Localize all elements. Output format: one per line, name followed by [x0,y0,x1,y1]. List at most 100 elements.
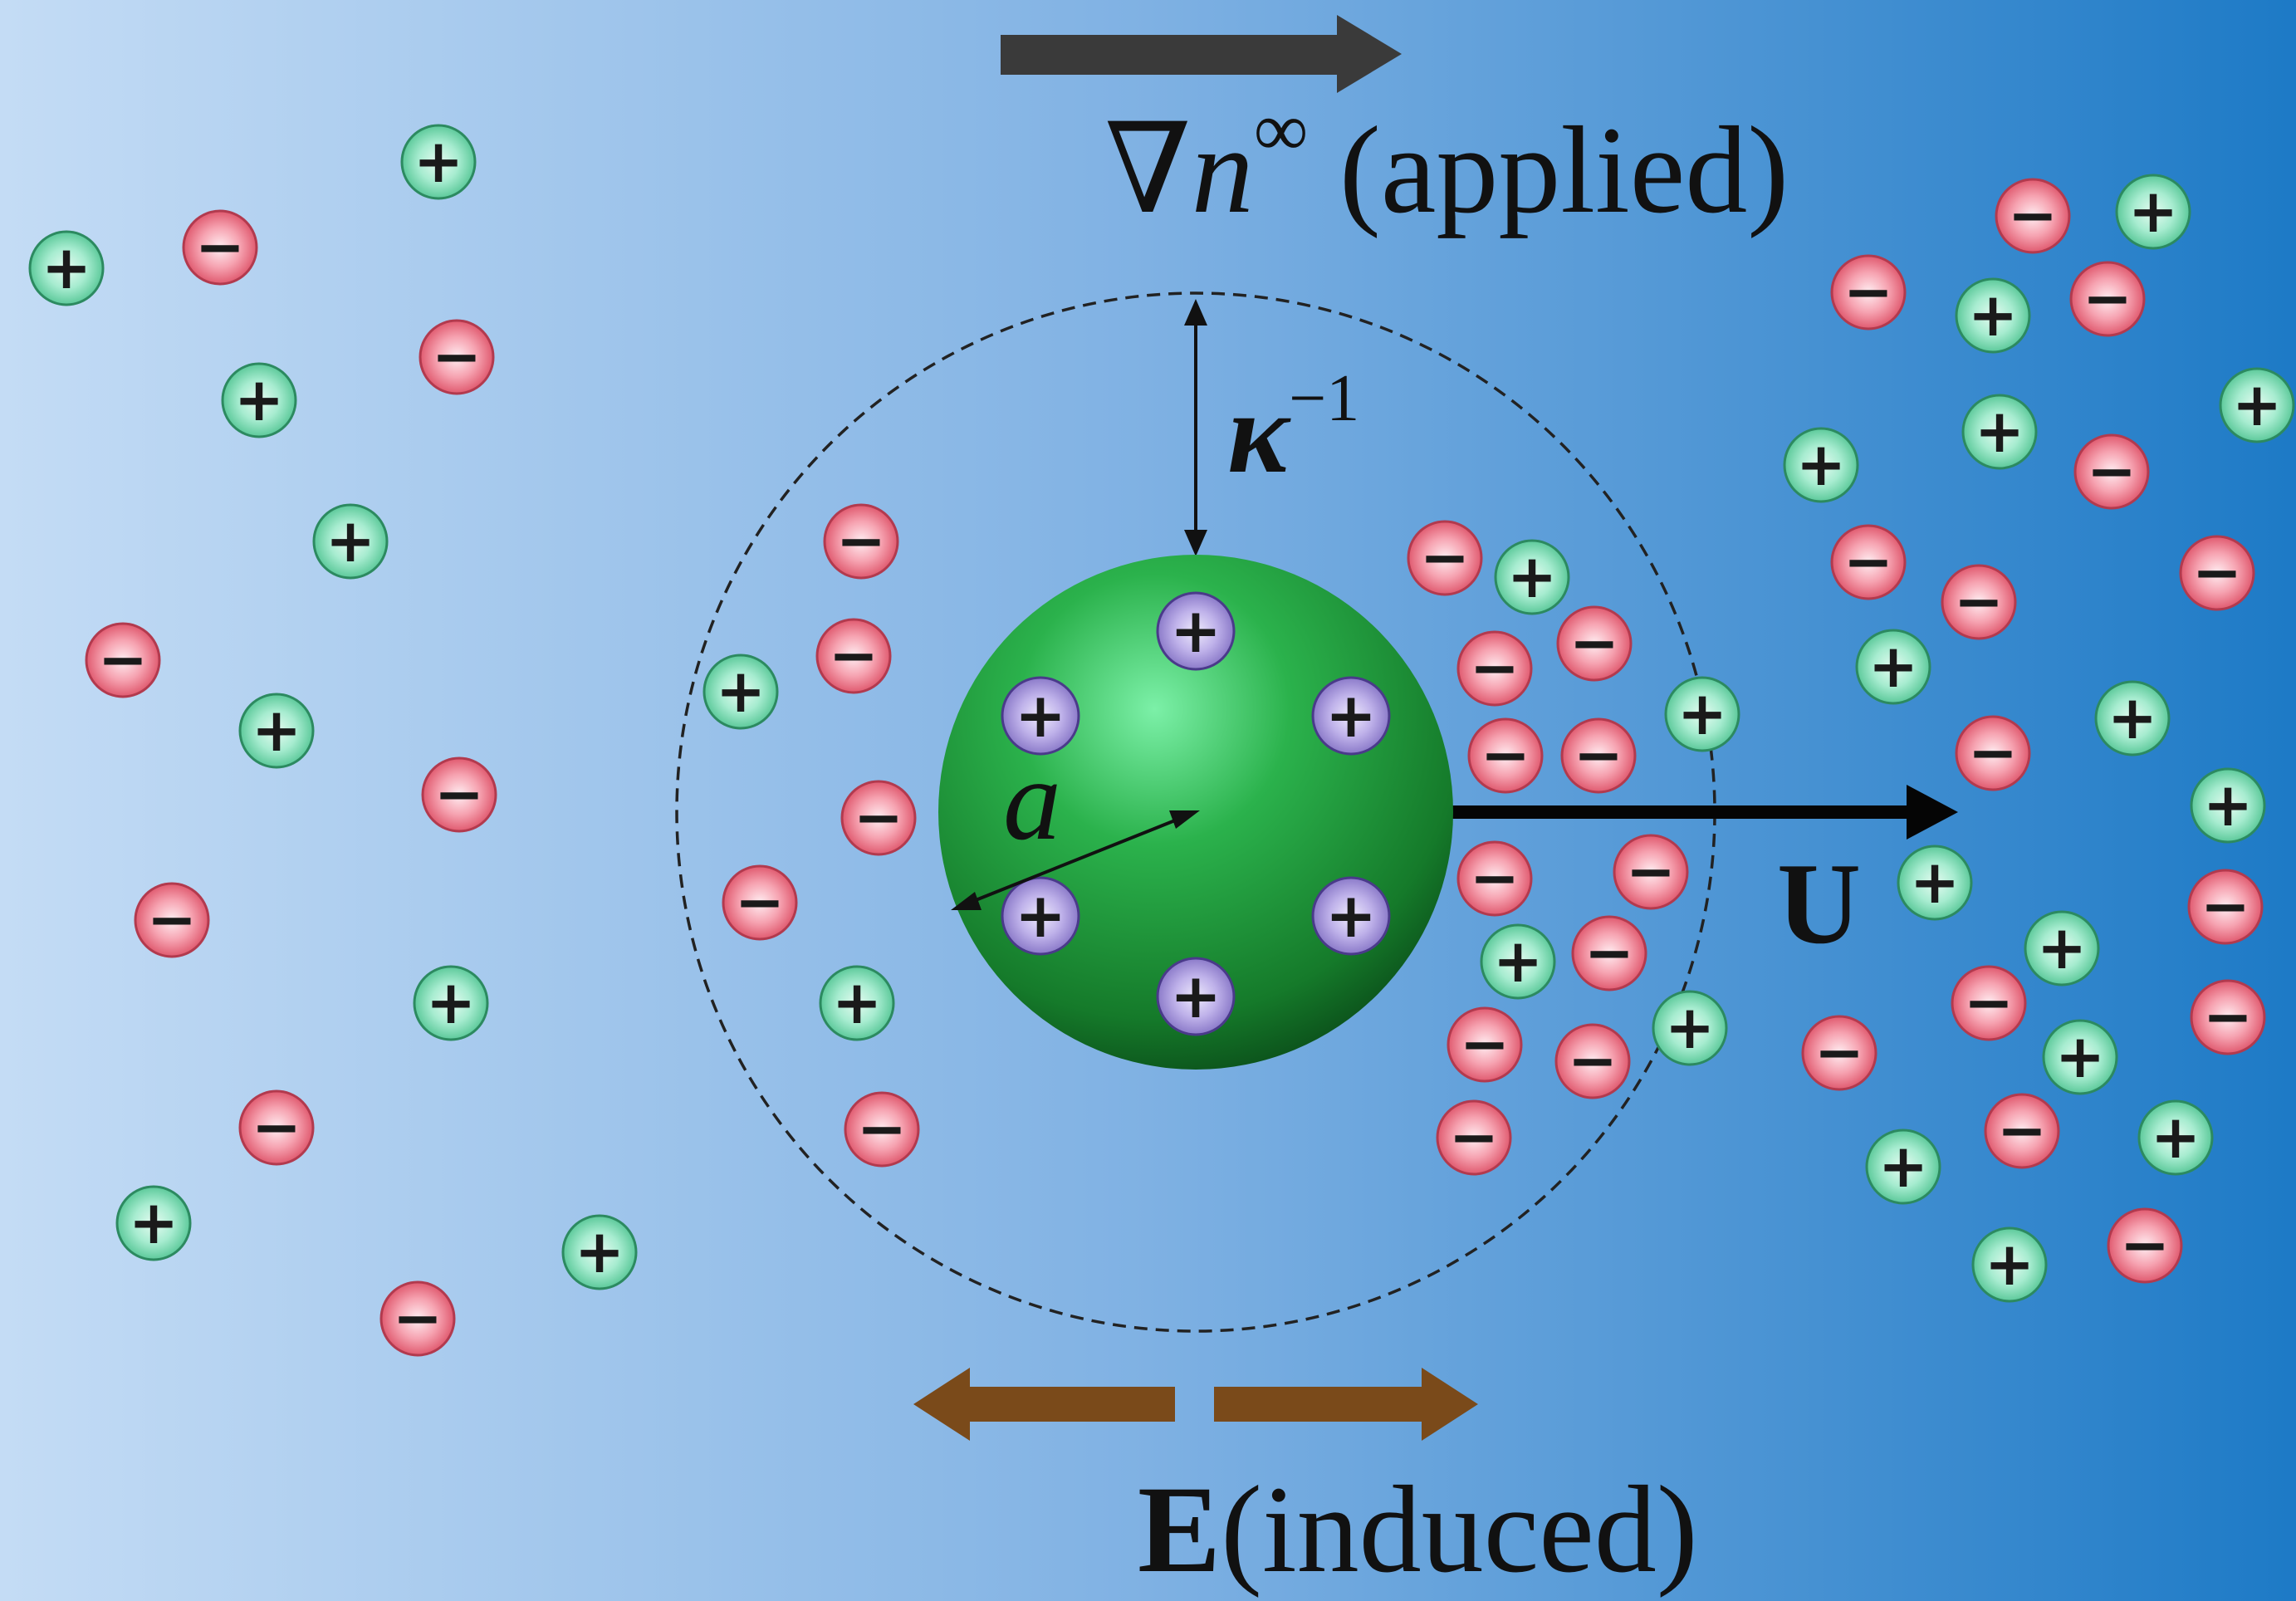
plus-ion-icon: + [703,654,779,730]
minus-sign: − [1843,526,1893,596]
minus-sign: − [1481,720,1530,790]
minus-sign: − [432,321,482,391]
minus-sign: − [854,782,903,852]
minus-ion-icon: − [2107,1207,2183,1284]
minus-sign: − [1568,1026,1618,1095]
plus-sign: + [1677,678,1727,748]
minus-sign: − [2120,1210,2170,1280]
plus-ion-icon: + [221,362,297,438]
minus-ion-icon: − [1955,715,2031,791]
plus-ion-icon: + [1652,990,1728,1066]
radius-arrowhead-surface [951,892,982,910]
minus-sign: − [836,506,886,575]
gradient-arrow [1001,15,1402,93]
minus-sign: − [1420,522,1470,592]
plus-sign: + [42,233,91,302]
surface-charges-layer: + + + + + + [1001,591,1391,1036]
gradient-superscript: ∞ [1254,87,1309,172]
plus-sign: + [2128,176,2178,246]
plus-sign: + [2108,683,2157,752]
plus-ion-icon: + [2219,367,2295,443]
minus-sign: − [735,867,785,937]
minus-ion-icon: − [1801,1015,1877,1091]
plus-sign: + [414,126,463,196]
minus-sign: − [857,1094,907,1163]
field-note: (induced) [1221,1461,1698,1599]
minus-sign: − [1843,257,1893,326]
minus-sign: − [2083,263,2132,333]
minus-sign: − [1470,843,1520,913]
plus-sign: + [1170,961,1221,1032]
minus-ion-icon: − [1613,834,1689,910]
plus-sign: + [1170,595,1221,667]
field-arrow-left [913,1368,1175,1441]
minus-ion-icon: − [2187,869,2264,945]
plus-ion-icon: + [2115,174,2191,250]
plus-sign: + [1868,631,1918,701]
surface-charge-icon: + [1001,876,1080,956]
plus-ion-icon: + [1783,427,1859,503]
plus-ion-icon: + [1494,539,1570,615]
minus-sign: − [1997,1095,2047,1165]
minus-ion-icon: − [419,319,495,395]
plus-ion-icon: + [1865,1129,1941,1205]
minus-sign: − [1449,1102,1499,1172]
plus-ion-icon: + [1897,845,1973,921]
minus-ion-icon: − [844,1091,920,1168]
plus-sign: + [234,365,284,434]
minus-sign: − [2087,436,2137,506]
plus-ion-icon: + [2190,767,2266,844]
plus-ion-icon: + [819,965,895,1041]
minus-sign: − [393,1283,443,1353]
plus-sign: + [1796,429,1846,499]
gradient-label: ∇n∞ (applied) [1104,87,1789,239]
minus-sign: − [98,624,148,694]
minus-ion-icon: − [1941,564,2017,640]
minus-ion-icon: − [1554,1023,1631,1099]
minus-sign: − [2203,982,2253,1051]
plus-ion-icon: + [2042,1019,2118,1095]
velocity-label: U [1777,840,1861,968]
minus-sign: − [147,884,197,954]
plus-ion-icon: + [2024,910,2100,987]
surface-charge-icon: + [1156,591,1236,671]
plus-sign: + [1665,992,1715,1062]
minus-ion-icon: − [85,622,161,698]
surface-charge-icon: + [1001,676,1080,756]
minus-ion-icon: − [1830,524,1907,600]
minus-sign: − [1964,967,2014,1037]
plus-ion-icon: + [1955,277,2031,354]
radius-label: a [1003,736,1061,864]
minus-sign: − [1814,1017,1864,1087]
minus-ion-icon: − [2179,535,2255,611]
minus-ion-icon: − [1556,605,1633,682]
plus-ion-icon: + [1961,394,2038,470]
plus-sign: + [1968,280,2018,350]
minus-ion-icon: − [421,756,497,833]
plus-ion-icon: + [1480,923,1556,1000]
minus-ion-icon: − [1560,717,1637,794]
minus-ion-icon: − [1447,1006,1523,1083]
minus-sign: − [2201,871,2250,941]
minus-ion-icon: − [1995,178,2071,254]
minus-ion-icon: − [238,1089,315,1166]
minus-sign: − [1968,717,2018,787]
minus-ion-icon: − [722,864,798,941]
minus-ion-icon: − [134,882,210,958]
plus-ion-icon: + [1855,629,1931,705]
plus-ion-icon: + [312,503,389,580]
minus-ion-icon: − [840,780,917,856]
minus-sign: − [252,1092,301,1162]
minus-ion-icon: − [1456,840,1533,917]
minus-ion-icon: − [2190,979,2266,1055]
minus-sign: − [1470,633,1520,703]
plus-sign: + [426,967,476,1037]
minus-sign: − [2008,180,2058,250]
plus-sign: + [252,695,301,765]
debye-superscript: −1 [1289,362,1359,435]
minus-sign: − [1954,566,2004,636]
minus-sign: − [1584,918,1634,987]
gradient-symbol: ∇ [1104,101,1192,239]
plus-sign: + [2037,913,2087,982]
minus-ion-icon: − [2073,433,2150,510]
